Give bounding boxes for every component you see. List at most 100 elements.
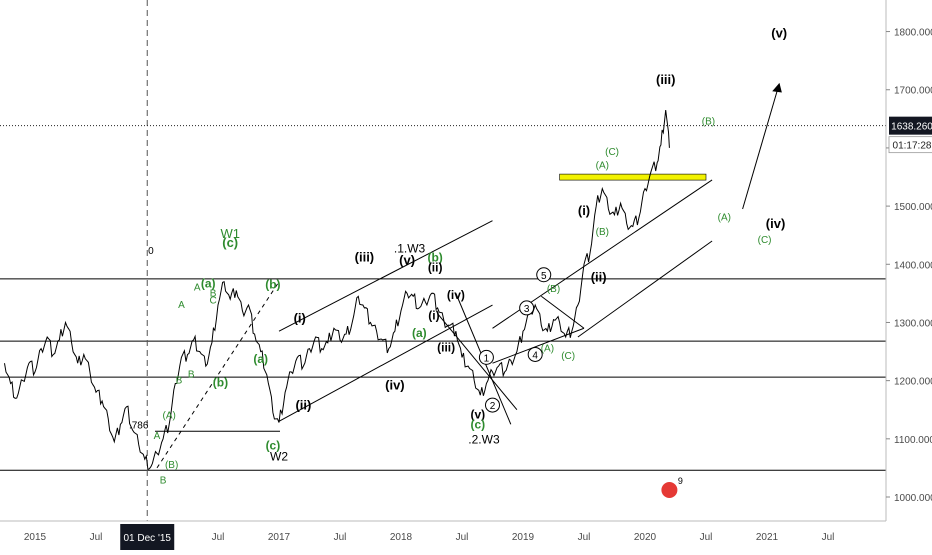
price-tick-label: 1400.000 <box>894 260 932 271</box>
notification-badge-count: 9 <box>678 476 683 486</box>
wave-i3-label: (i) <box>578 203 590 218</box>
price-tick-label: 1500.000 <box>894 202 932 213</box>
minor-paren-C-label: (C) <box>561 351 575 362</box>
price-series-line <box>4 110 670 471</box>
price-tick-label: 1100.000 <box>894 435 932 446</box>
wave-v-label: (v) <box>399 252 415 267</box>
wave-circle-number-1: 1 <box>484 353 490 364</box>
last-price-badge <box>889 116 932 135</box>
last-price-label: 1638.260 <box>891 122 932 133</box>
price-tick-label: 1300.000 <box>894 318 932 329</box>
fib-786-label: .786 <box>129 420 149 431</box>
wave-circle-number-4: 4 <box>532 350 538 361</box>
wave-a-label: (a) <box>201 277 216 291</box>
wave-c3-label: (c) <box>471 417 486 431</box>
time-tick-label: 2015 <box>24 532 47 543</box>
w3-1-label: .1.W3 <box>394 242 426 256</box>
time-tick-label: Jul <box>700 532 713 543</box>
minor-paren-B4-label: (B) <box>702 117 715 128</box>
minor-B3-label: B <box>188 370 195 381</box>
minor-paren-C2-label: (C) <box>605 147 619 158</box>
wave-iii2-label: (iii) <box>437 341 455 355</box>
minor-A3-label: A <box>154 431 161 442</box>
wave-circle-number-5: 5 <box>541 271 547 282</box>
time-tick-label: Jul <box>90 532 103 543</box>
wave-iv2-label: (iv) <box>447 288 465 302</box>
wave-circle-4 <box>527 346 543 362</box>
w2-label: W2 <box>270 449 288 463</box>
wave-iv-label: (iv) <box>385 377 405 392</box>
minor-paren-B2-label: (B) <box>547 284 560 295</box>
minor-A-label: A <box>178 300 185 311</box>
wave-ii2-label: (ii) <box>428 260 443 274</box>
wave-b2-label: (b) <box>213 375 228 389</box>
wave-v2-label: (v) <box>471 407 486 421</box>
channel-line <box>278 220 493 332</box>
price-tick-label: 1800.000 <box>894 28 932 39</box>
crosshair-date-label: 01 Dec '15 <box>123 533 171 544</box>
wave-a2-label: (a) <box>253 352 268 366</box>
channel-line <box>492 327 585 364</box>
price-tick-label: 1700.000 <box>894 86 932 97</box>
wave-b3-label: (b) <box>427 250 442 264</box>
time-tick-label: Jul <box>578 532 591 543</box>
channel-line <box>156 281 280 469</box>
minor-paren-A2-label: (A) <box>541 344 554 355</box>
w1-label: W1 <box>220 226 240 241</box>
projection-arrow-line <box>742 83 780 210</box>
wave-i2-label: (i) <box>428 309 439 323</box>
channel-line <box>577 240 713 338</box>
wave-iii-label: (iii) <box>355 249 375 264</box>
time-tick-label: Jul <box>822 532 835 543</box>
countdown-badge <box>888 136 932 154</box>
time-tick-label: 2020 <box>634 532 657 543</box>
price-tick-label: 1000.000 <box>894 493 932 504</box>
wave-ii3-label: (ii) <box>591 270 607 285</box>
minor-paren-C3-label: (C) <box>758 235 772 246</box>
time-tick-label: 2021 <box>756 532 779 543</box>
projection-arrow-head <box>772 82 782 93</box>
time-tick-label: Jul <box>334 532 347 543</box>
minor-B-label: B <box>210 288 217 299</box>
minor-C-label: C <box>210 295 217 306</box>
minor-B2-label: B <box>176 376 183 387</box>
minor-B4-label: B <box>160 476 167 487</box>
minor-paren-B-label: (B) <box>165 460 178 471</box>
wave-circle-number-3: 3 <box>524 304 530 315</box>
price-tick-label: 1200.000 <box>894 377 932 388</box>
notification-badge-icon[interactable] <box>661 482 678 499</box>
wave-circle-5 <box>536 267 552 283</box>
channel-line <box>437 313 518 411</box>
wave-b-label: (b) <box>265 278 280 292</box>
wave-v3-label: (v) <box>771 25 787 40</box>
channel-line <box>541 295 585 329</box>
time-tick-label: 2017 <box>268 532 291 543</box>
time-tick-label: Jul <box>456 532 469 543</box>
wave-c2-label: (c) <box>266 438 281 452</box>
resistance-highlight <box>559 173 707 181</box>
fib-zero-label: 0 <box>148 246 154 257</box>
minor-paren-A4-label: (A) <box>718 213 731 224</box>
w3-2-label: .2.W3 <box>468 432 500 446</box>
time-tick-label: Jul <box>212 532 225 543</box>
wave-circle-number-2: 2 <box>490 401 496 412</box>
wave-i-label: (i) <box>294 310 306 325</box>
wave-circle-2 <box>485 397 500 413</box>
time-tick-label: 2018 <box>390 532 413 543</box>
channel-line <box>278 304 493 422</box>
minor-A2-label: A <box>194 282 201 293</box>
minor-paren-B3-label: (B) <box>596 227 609 238</box>
wave-iii3-label: (iii) <box>656 72 676 87</box>
minor-paren-A-label: (A) <box>163 410 176 421</box>
time-tick-label: 2019 <box>512 532 535 543</box>
crosshair-date-badge <box>120 524 175 550</box>
wave-c-label: (c) <box>222 235 238 250</box>
countdown-label: 01:17:28 <box>893 141 932 152</box>
minor-paren-A3-label: (A) <box>596 160 609 171</box>
wave-ii-label: (ii) <box>295 398 311 413</box>
wave-iv3-label: (iv) <box>766 216 786 231</box>
wave-circle-3 <box>519 300 535 316</box>
wave-a3-label: (a) <box>412 326 427 340</box>
